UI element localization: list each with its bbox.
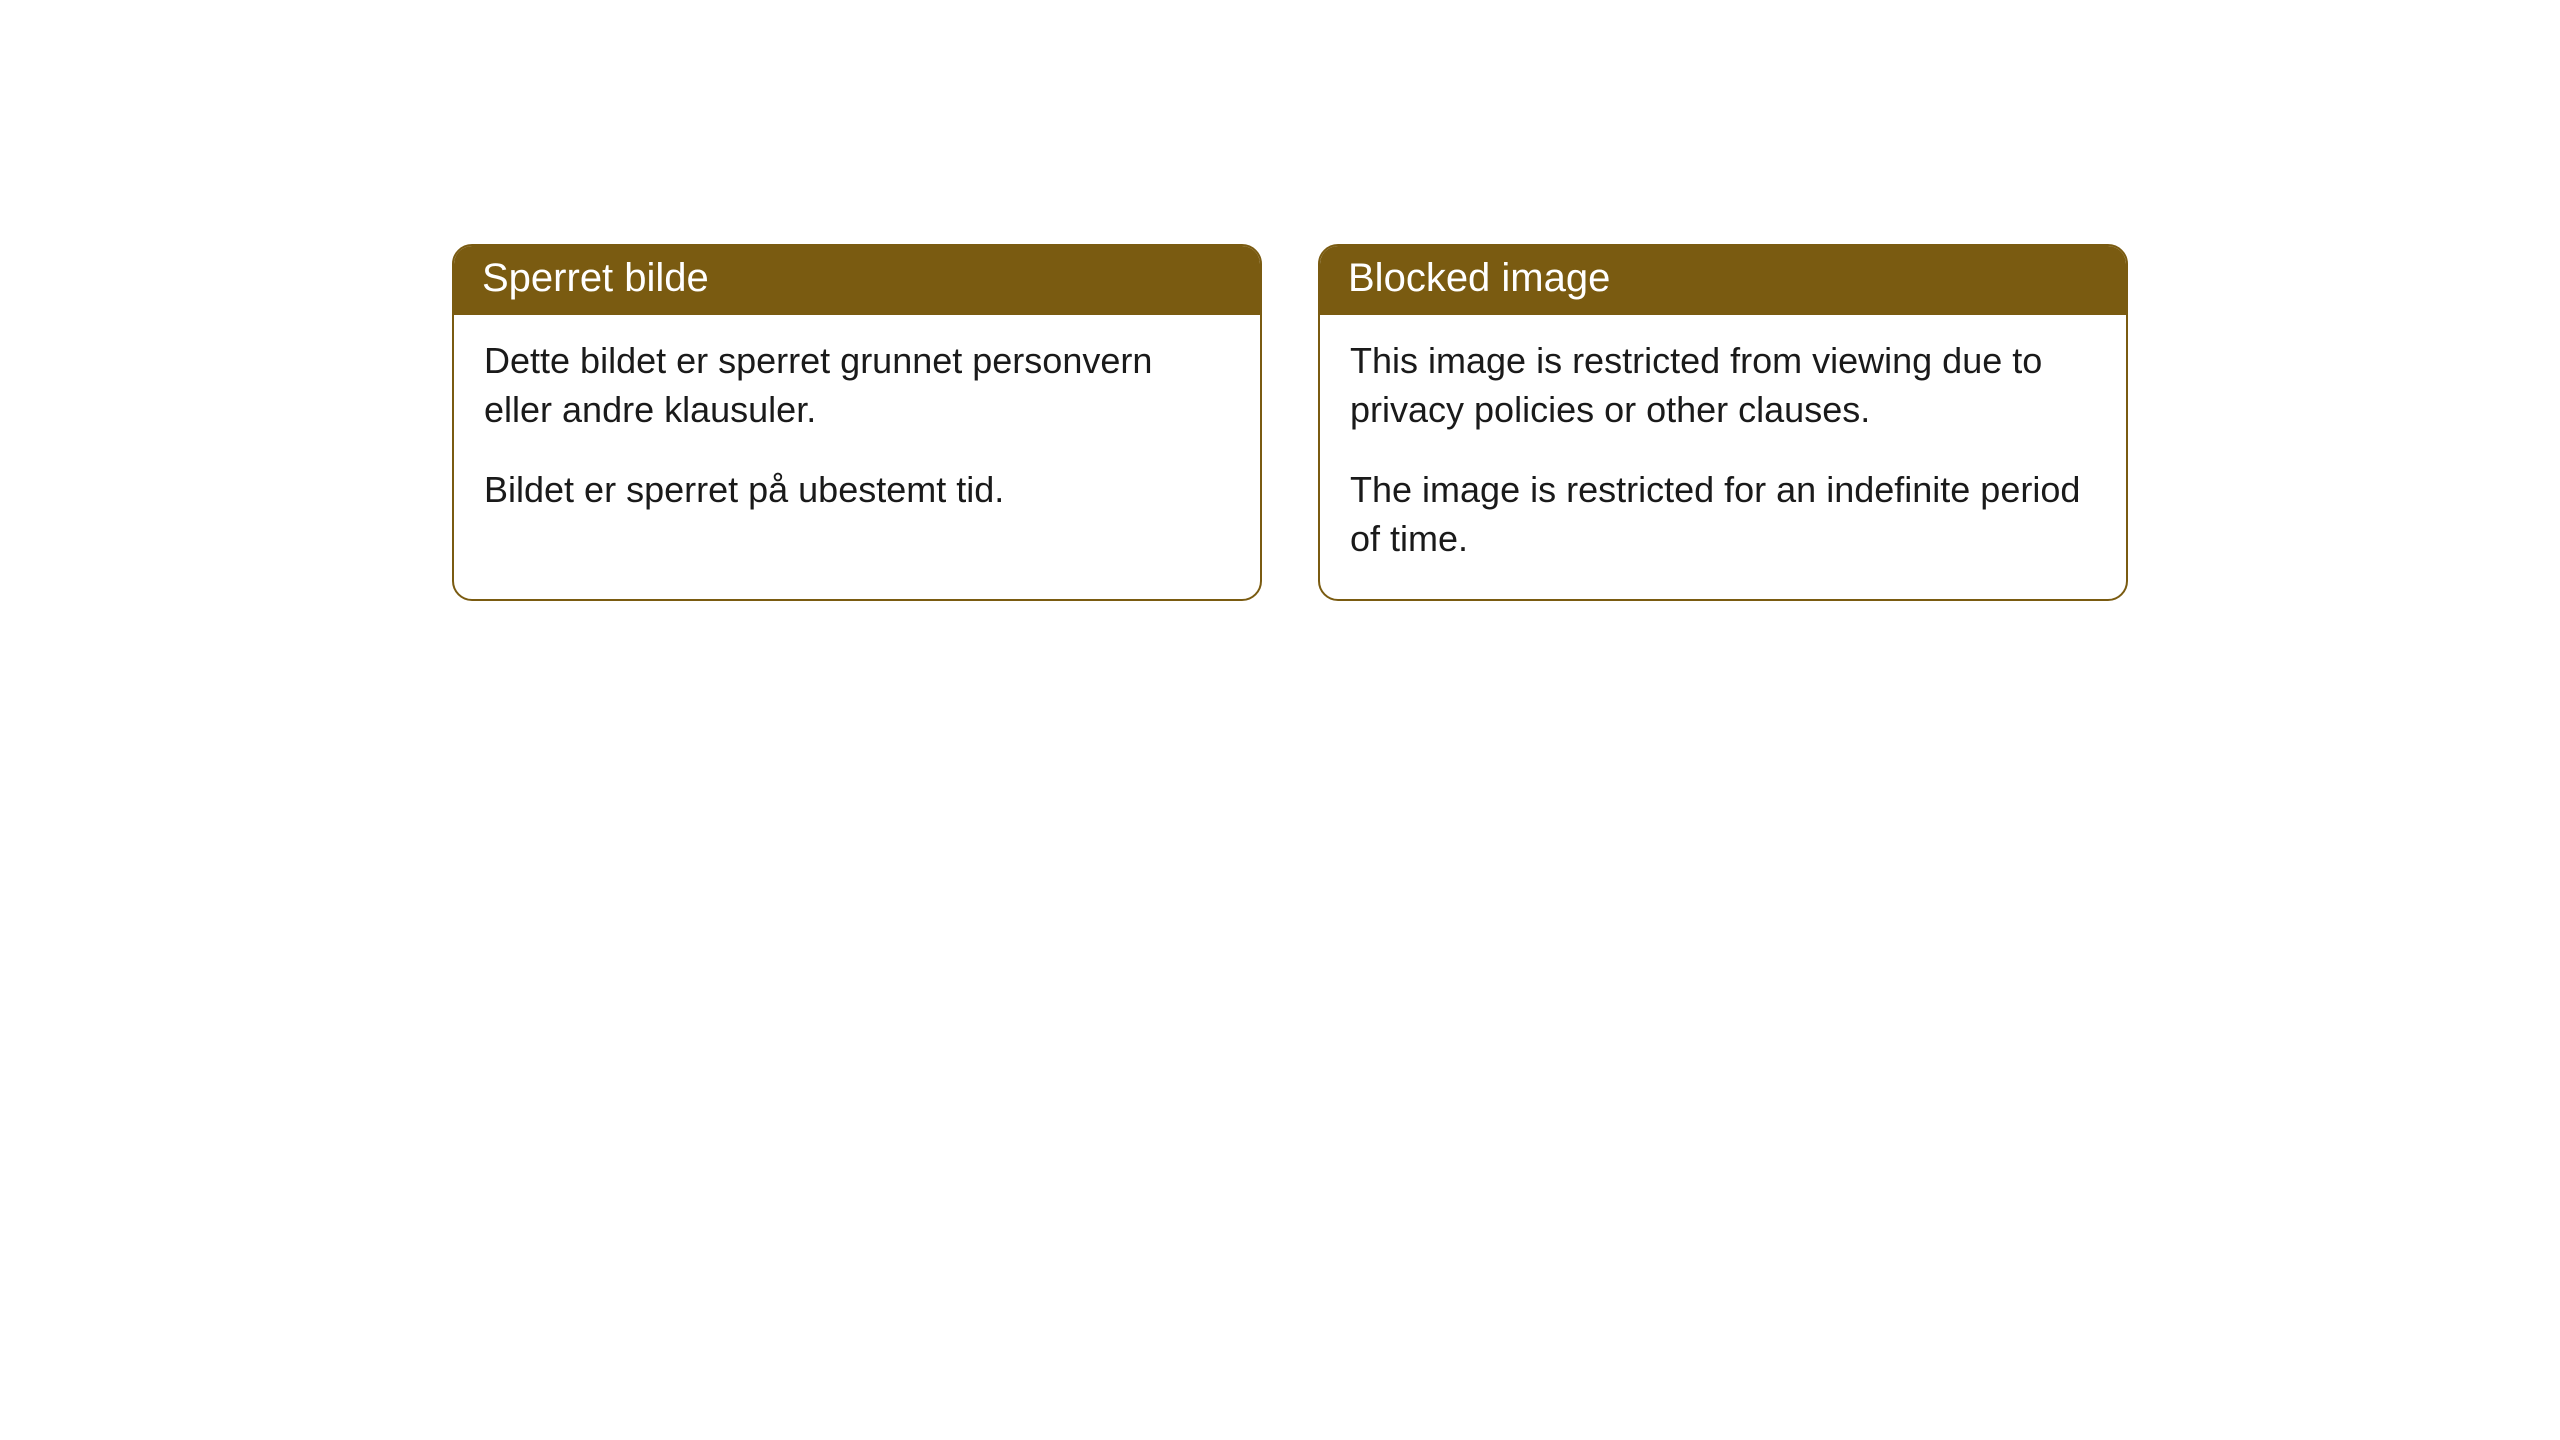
card-header-no: Sperret bilde (454, 246, 1260, 315)
blocked-image-card-no: Sperret bilde Dette bildet er sperret gr… (452, 244, 1262, 601)
card-paragraph: The image is restricted for an indefinit… (1350, 466, 2096, 563)
blocked-image-card-en: Blocked image This image is restricted f… (1318, 244, 2128, 601)
card-body-no: Dette bildet er sperret grunnet personve… (454, 315, 1260, 551)
notice-cards-container: Sperret bilde Dette bildet er sperret gr… (0, 0, 2560, 601)
card-paragraph: Bildet er sperret på ubestemt tid. (484, 466, 1230, 515)
card-title: Sperret bilde (482, 256, 709, 300)
card-paragraph: This image is restricted from viewing du… (1350, 337, 2096, 434)
card-title: Blocked image (1348, 256, 1610, 300)
card-paragraph: Dette bildet er sperret grunnet personve… (484, 337, 1230, 434)
card-body-en: This image is restricted from viewing du… (1320, 315, 2126, 599)
card-header-en: Blocked image (1320, 246, 2126, 315)
